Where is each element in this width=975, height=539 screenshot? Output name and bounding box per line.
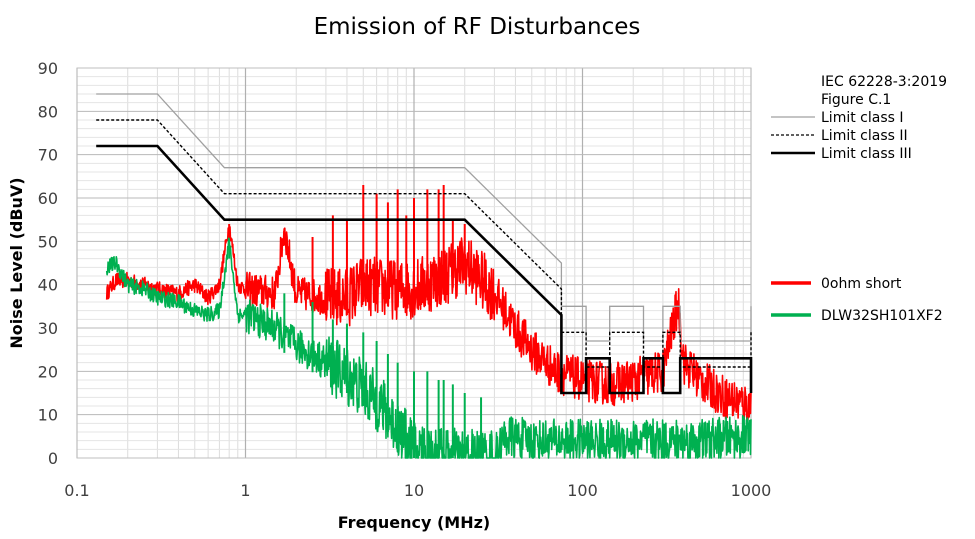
y-tick-label: 0 — [48, 449, 58, 468]
y-axis-label: Noise Level (dBuV) — [7, 177, 26, 348]
y-tick-label: 50 — [38, 232, 58, 251]
x-tick-label: 1000 — [731, 481, 772, 500]
y-tick-label: 10 — [38, 406, 58, 425]
x-tick-label: 100 — [567, 481, 598, 500]
y-tick-label: 80 — [38, 102, 58, 121]
limit-line-2 — [96, 144, 753, 395]
series-trace-0 — [105, 226, 752, 425]
y-tick-label: 60 — [38, 189, 58, 208]
measurement-legend: 0ohm short DLW32SH101XF2 — [771, 276, 943, 324]
legend-label-limit-class-1: Limit class I — [821, 110, 904, 126]
legend-label-limit-class-3: Limit class III — [821, 146, 912, 162]
limits-legend-header-line2: Figure C.1 — [821, 92, 891, 108]
limits-legend-header-line1: IEC 62228-3:2019 — [821, 74, 947, 90]
x-tick-label: 10 — [404, 481, 424, 500]
y-tick-labels: 0 10 20 30 40 50 60 70 80 90 — [38, 59, 58, 468]
x-tick-label: 1 — [240, 481, 250, 500]
x-tick-label: 0.1 — [64, 481, 89, 500]
y-tick-label: 40 — [38, 276, 58, 295]
legend-label-0ohm-short: 0ohm short — [821, 276, 902, 292]
limit-line-0 — [96, 93, 752, 342]
legend-label-limit-class-2: Limit class II — [821, 128, 908, 144]
y-tick-label: 20 — [38, 362, 58, 381]
y-tick-label: 30 — [38, 319, 58, 338]
measurement-series — [105, 185, 752, 459]
x-tick-labels: 0.1 1 10 100 1000 — [64, 481, 771, 500]
limits-legend: IEC 62228-3:2019 Figure C.1 Limit class … — [771, 74, 947, 162]
legend-label-dlw32sh101xf2: DLW32SH101XF2 — [821, 308, 943, 324]
chart-title: Emission of RF Disturbances — [314, 14, 641, 40]
y-tick-label: 90 — [38, 59, 58, 78]
limit-line-1 — [96, 119, 752, 368]
y-tick-label: 70 — [38, 146, 58, 165]
limit-series — [96, 93, 753, 395]
series-trace-1 — [105, 237, 752, 459]
x-axis-label: Frequency (MHz) — [338, 513, 490, 532]
